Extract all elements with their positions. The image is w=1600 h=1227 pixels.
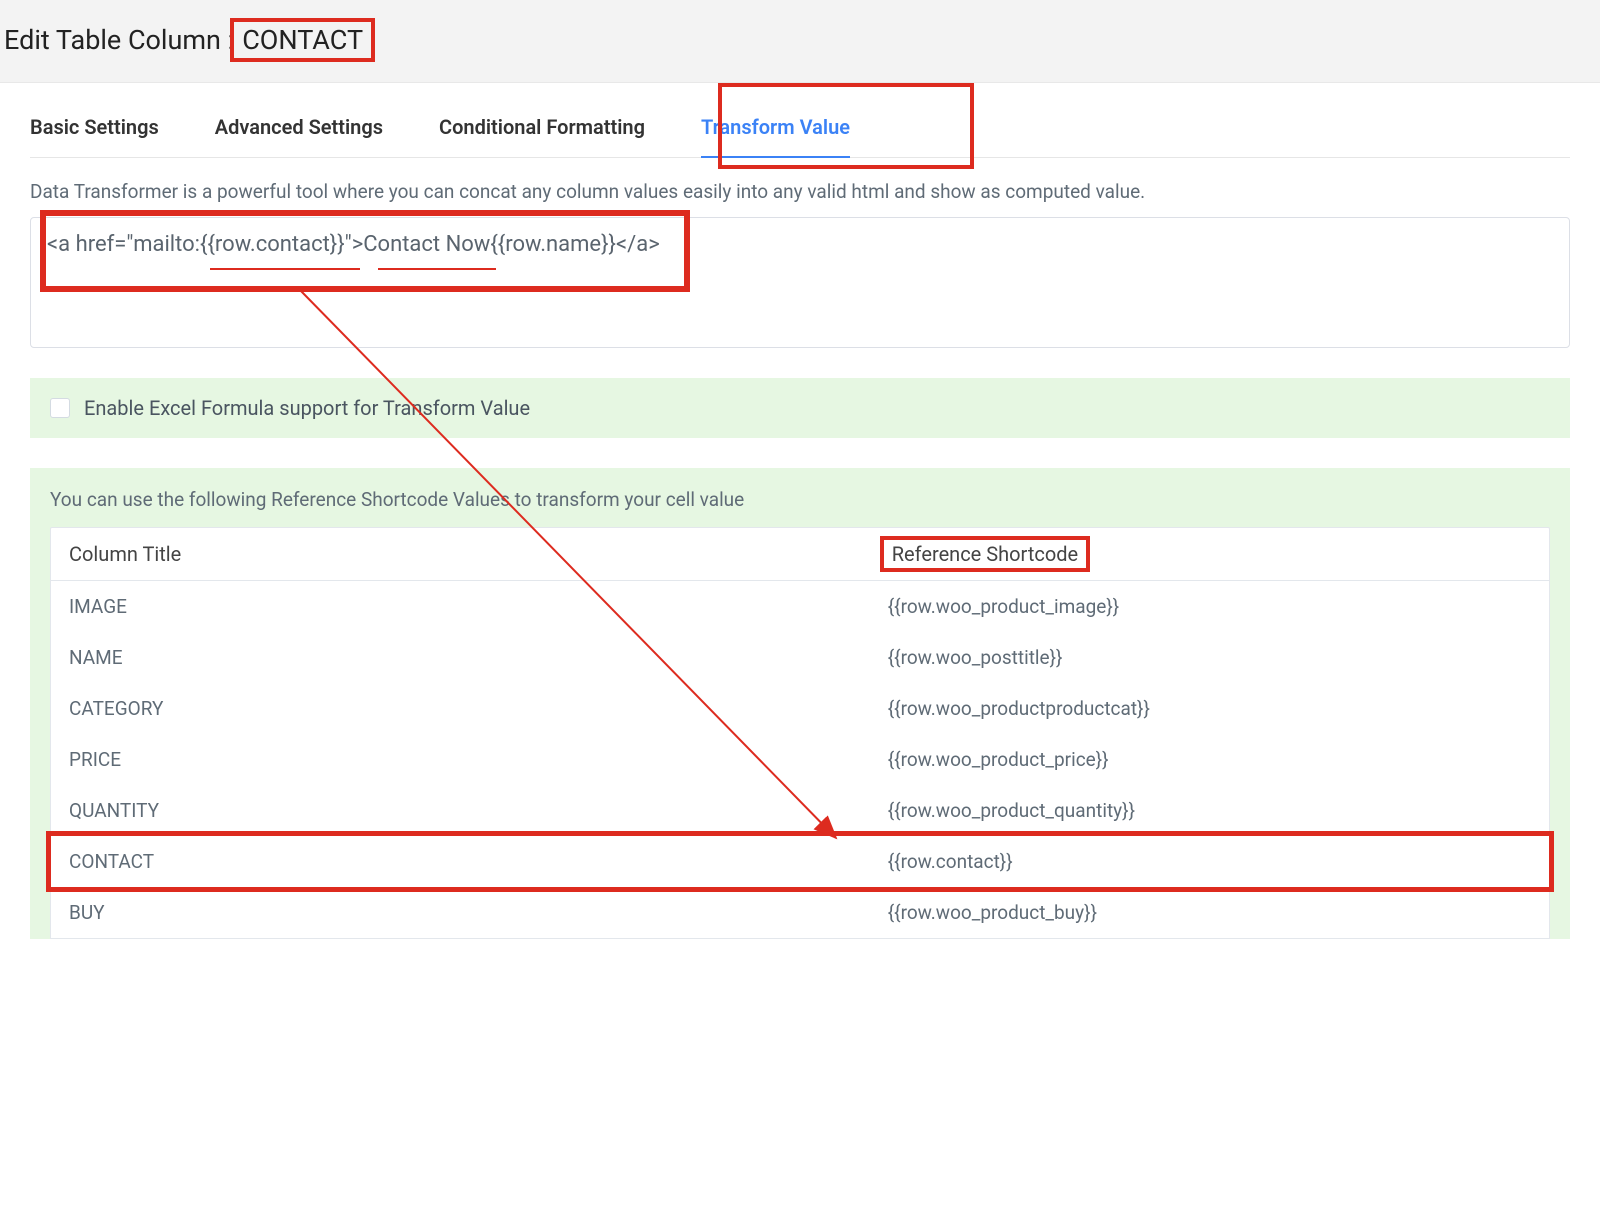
table-cell-shortcode: {{row.contact}} xyxy=(888,850,1013,873)
tab-advanced-settings[interactable]: Advanced Settings xyxy=(215,115,383,157)
page-title-column-name: CONTACT xyxy=(230,18,375,62)
table-header-reference-shortcode: Reference Shortcode xyxy=(880,536,1090,572)
tabs-container: Basic Settings Advanced Settings Conditi… xyxy=(0,83,1600,158)
table-cell-title: PRICE xyxy=(69,748,888,771)
tab-transform-value[interactable]: Transform Value xyxy=(701,115,850,157)
formula-checkbox[interactable] xyxy=(50,398,70,418)
formula-panel: Enable Excel Formula support for Transfo… xyxy=(30,378,1570,438)
transform-textarea-value: <a href="mailto:{{row.contact}}">Contact… xyxy=(47,232,1553,257)
table-cell-title: NAME xyxy=(69,646,888,669)
page-header: Edit Table Column : CONTACT xyxy=(0,0,1600,83)
table-row: CATEGORY{{row.woo_productproductcat}} xyxy=(51,683,1549,734)
formula-checkbox-label: Enable Excel Formula support for Transfo… xyxy=(84,396,530,420)
tab-basic-settings[interactable]: Basic Settings xyxy=(30,115,159,157)
table-header-column-title: Column Title xyxy=(69,542,888,566)
tab-conditional-formatting[interactable]: Conditional Formatting xyxy=(439,115,645,157)
shortcode-table-header: Column Title Reference Shortcode xyxy=(51,528,1549,581)
table-row: BUY{{row.woo_product_buy}} xyxy=(51,887,1549,938)
content-area: Data Transformer is a powerful tool wher… xyxy=(0,158,1600,939)
table-cell-title: BUY xyxy=(69,901,888,924)
table-row: CONTACT{{row.contact}} xyxy=(46,831,1554,892)
table-row: IMAGE{{row.woo_product_image}} xyxy=(51,581,1549,632)
table-cell-shortcode: {{row.woo_product_price}} xyxy=(888,748,1109,771)
table-cell-shortcode: {{row.woo_product_image}} xyxy=(888,595,1120,618)
shortcode-table: Column Title Reference Shortcode IMAGE{{… xyxy=(50,527,1550,939)
table-row: NAME{{row.woo_posttitle}} xyxy=(51,632,1549,683)
table-row: PRICE{{row.woo_product_price}} xyxy=(51,734,1549,785)
table-cell-shortcode: {{row.woo_productproductcat}} xyxy=(888,697,1150,720)
transform-help-text: Data Transformer is a powerful tool wher… xyxy=(30,180,1570,203)
table-cell-title: IMAGE xyxy=(69,595,888,618)
table-cell-shortcode: {{row.woo_product_quantity}} xyxy=(888,799,1135,822)
table-cell-shortcode: {{row.woo_posttitle}} xyxy=(888,646,1063,669)
table-cell-title: CATEGORY xyxy=(69,697,888,720)
table-cell-title: QUANTITY xyxy=(69,799,888,822)
table-cell-title: CONTACT xyxy=(69,850,888,873)
shortcode-panel: You can use the following Reference Shor… xyxy=(30,468,1570,939)
transform-textarea[interactable]: <a href="mailto:{{row.contact}}">Contact… xyxy=(30,217,1570,348)
table-cell-shortcode: {{row.woo_product_buy}} xyxy=(888,901,1097,924)
page-title-prefix: Edit Table Column : xyxy=(4,24,234,56)
tabs: Basic Settings Advanced Settings Conditi… xyxy=(30,83,1570,158)
shortcode-help-text: You can use the following Reference Shor… xyxy=(50,488,1550,511)
table-row: QUANTITY{{row.woo_product_quantity}} xyxy=(51,785,1549,836)
